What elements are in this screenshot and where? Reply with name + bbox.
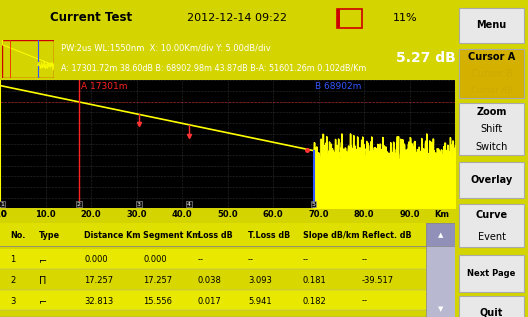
Text: T.Loss dB: T.Loss dB (248, 231, 290, 240)
Text: 50.0: 50.0 (217, 210, 238, 219)
Bar (459, 296, 524, 317)
Text: Loss dB: Loss dB (198, 231, 233, 240)
Text: 0.0: 0.0 (0, 210, 7, 219)
Text: 15.556: 15.556 (144, 297, 172, 306)
Bar (337, 9, 362, 28)
Text: 3.093: 3.093 (248, 276, 272, 285)
Text: Type: Type (39, 231, 60, 240)
Bar (459, 8, 524, 43)
Text: 0.000: 0.000 (84, 256, 108, 264)
Text: 0.0: 0.0 (0, 210, 7, 219)
Text: Km: Km (434, 210, 449, 219)
Text: ⌐: ⌐ (39, 255, 47, 265)
Bar (459, 255, 524, 292)
Text: PW:2us WL:1550nm  X: 10.00Km/div Y: 5.00dB/div: PW:2us WL:1550nm X: 10.00Km/div Y: 5.00d… (61, 44, 271, 53)
Text: Cursor A: Cursor A (468, 52, 515, 62)
Text: ⌐: ⌐ (39, 296, 47, 306)
Bar (459, 103, 524, 155)
Bar (0, 269, 426, 290)
Text: Shift: Shift (480, 124, 503, 134)
Text: 17.257: 17.257 (144, 276, 173, 285)
Text: 32.813: 32.813 (84, 297, 114, 306)
Text: Cursor AB: Cursor AB (470, 86, 513, 94)
Bar (0, 290, 426, 310)
Text: A: 17301.72m 38.60dB B: 68902.98m 43.87dB B-A: 51601.26m 0.102dB/Km: A: 17301.72m 38.60dB B: 68902.98m 43.87d… (61, 64, 367, 73)
Text: Π: Π (39, 275, 46, 286)
Bar (426, 223, 455, 317)
Text: B 68902m: B 68902m (315, 82, 362, 91)
Text: Quit: Quit (480, 307, 503, 317)
Text: Distance Km: Distance Km (84, 231, 140, 240)
Text: --: -- (362, 256, 368, 264)
Text: 80.0: 80.0 (354, 210, 374, 219)
Text: ▼: ▼ (438, 307, 444, 313)
Text: Switch: Switch (475, 142, 508, 152)
Text: 40.0: 40.0 (172, 210, 192, 219)
Text: Reflect. dB: Reflect. dB (362, 231, 411, 240)
Text: 5: 5 (312, 202, 316, 206)
Text: --: -- (303, 256, 309, 264)
Bar (459, 49, 524, 98)
Text: 5.941: 5.941 (248, 297, 272, 306)
Text: 4: 4 (187, 202, 191, 206)
Text: Menu: Menu (476, 20, 507, 30)
Bar (459, 162, 524, 198)
Text: 2: 2 (10, 276, 15, 285)
Text: 0.038: 0.038 (198, 276, 222, 285)
Text: Cursor B: Cursor B (470, 69, 513, 79)
Text: 70.0: 70.0 (308, 210, 329, 219)
Text: 0.182: 0.182 (303, 297, 326, 306)
Text: Overlay: Overlay (470, 175, 513, 185)
Text: ▲: ▲ (438, 232, 444, 238)
Text: 17.257: 17.257 (84, 276, 114, 285)
Text: --: -- (362, 297, 368, 306)
Text: 2: 2 (77, 202, 81, 206)
Bar (337, 10, 340, 28)
Text: 1: 1 (1, 202, 4, 206)
Text: 0.000: 0.000 (144, 256, 167, 264)
Text: 3: 3 (10, 297, 15, 306)
Text: 30.0: 30.0 (126, 210, 147, 219)
Text: Zoom: Zoom (476, 107, 507, 117)
Text: 11%: 11% (393, 13, 417, 23)
Text: -39.517: -39.517 (362, 276, 394, 285)
Text: 90.0: 90.0 (399, 210, 420, 219)
Text: 10.0: 10.0 (35, 210, 56, 219)
Bar (0, 223, 426, 246)
Text: A 17301m: A 17301m (81, 82, 127, 91)
Text: 1: 1 (10, 256, 15, 264)
Text: Slope dB/km: Slope dB/km (303, 231, 359, 240)
Text: 3: 3 (137, 202, 141, 206)
Text: 0.181: 0.181 (303, 276, 326, 285)
Text: 60.0: 60.0 (263, 210, 284, 219)
Text: Next Page: Next Page (467, 269, 516, 278)
Text: --: -- (198, 256, 204, 264)
Text: 0.017: 0.017 (198, 297, 222, 306)
Text: No.: No. (10, 231, 25, 240)
Bar (459, 204, 524, 247)
Text: Segment Km: Segment Km (144, 231, 201, 240)
Text: Current Test: Current Test (50, 11, 132, 24)
Text: Curve: Curve (476, 210, 507, 220)
Bar (0, 249, 426, 269)
Text: Event: Event (477, 231, 506, 242)
Text: --: -- (248, 256, 254, 264)
Text: 20.0: 20.0 (81, 210, 101, 219)
Text: 5.27 dB: 5.27 dB (395, 51, 456, 65)
Text: 2012-12-14 09:22: 2012-12-14 09:22 (187, 13, 287, 23)
Bar (426, 223, 455, 246)
